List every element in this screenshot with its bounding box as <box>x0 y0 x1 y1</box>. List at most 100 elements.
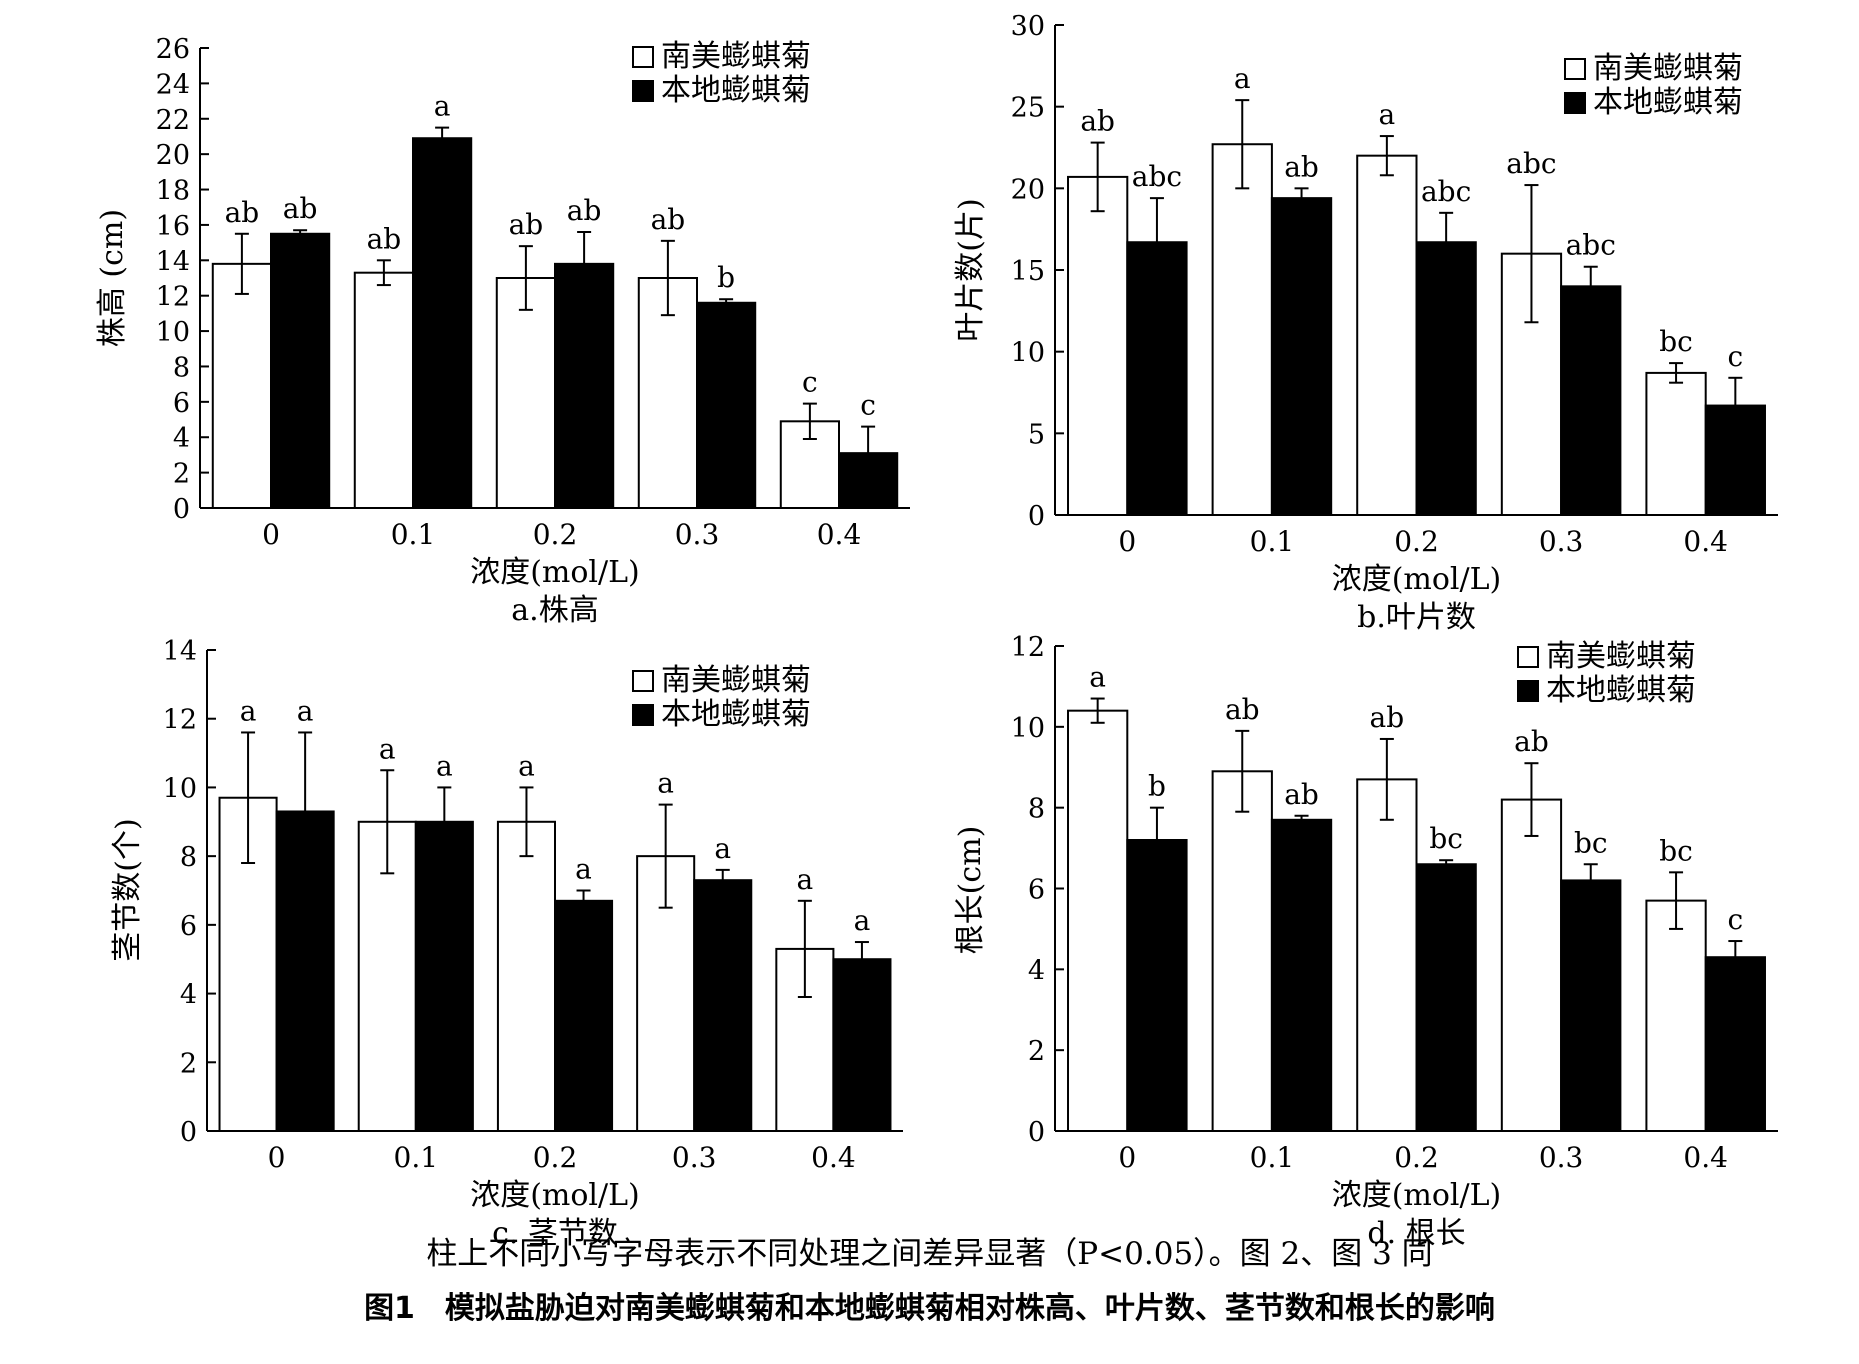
x-tick-label: 0.3 <box>672 1141 717 1174</box>
error-bar <box>293 229 308 239</box>
error-bar <box>1439 859 1454 870</box>
y-tick-label: 0 <box>173 494 190 525</box>
legend-swatch <box>632 80 654 102</box>
error-bar <box>1294 187 1309 209</box>
x-tick-label: 0.4 <box>1683 525 1728 558</box>
figure-title: 图1 模拟盐胁迫对南美蟛蜞菊和本地蟛蜞菊相对株高、叶片数、茎节数和根长的影响 <box>364 1291 1495 1326</box>
y-tick-label: 24 <box>156 69 190 100</box>
legend-swatch <box>1517 680 1539 702</box>
bar-2-0.1 <box>1270 197 1333 516</box>
bar-1-0 <box>211 262 272 509</box>
bar-2-0.1 <box>414 820 474 1132</box>
error-bar <box>234 232 249 295</box>
y-tick-label: 12 <box>156 282 190 313</box>
y-tick-label: 8 <box>1028 794 1045 825</box>
bar-1-0.2 <box>495 277 556 509</box>
bar-2-0.3 <box>1560 285 1622 517</box>
error-bar <box>1235 99 1250 190</box>
legend-swatch <box>632 46 654 68</box>
bar-2-0.1 <box>412 137 473 509</box>
error-bar <box>715 868 730 892</box>
y-axis-label: 根长(cm) <box>953 826 988 955</box>
significance-label: a <box>379 732 396 765</box>
bar-1-0 <box>1067 175 1129 516</box>
significance-label: b <box>717 261 735 294</box>
bar-2-0.2 <box>554 899 614 1132</box>
y-axis-label: 株高 (cm) <box>95 209 130 347</box>
bar-1-0.4 <box>1645 371 1707 516</box>
x-axis-label: 浓度(mol/L) <box>1332 562 1502 597</box>
legend-swatch <box>1564 58 1586 80</box>
significance-label: ab <box>651 203 686 236</box>
legend-label: 本地蟛蜞菊 <box>1546 673 1696 708</box>
significance-label: c <box>1727 903 1743 936</box>
significance-label: a <box>714 832 731 865</box>
x-tick-label: 0.2 <box>533 518 578 551</box>
error-bar <box>376 259 391 287</box>
x-tick-label: 0 <box>1118 1141 1136 1174</box>
significance-label: bc <box>1659 834 1693 867</box>
significance-label: b <box>1148 770 1166 803</box>
error-bar <box>1294 814 1309 825</box>
y-tick-label: 8 <box>180 842 197 873</box>
x-tick-label: 0.3 <box>675 518 720 551</box>
error-bar <box>1728 940 1743 975</box>
y-tick-label: 10 <box>163 773 197 804</box>
y-tick-label: 0 <box>180 1117 197 1148</box>
error-bar <box>1379 135 1394 177</box>
bar-2-0.3 <box>1560 879 1622 1133</box>
error-bar <box>1728 376 1743 435</box>
bar-2-0.1 <box>1270 818 1333 1133</box>
bar-2-0.3 <box>696 301 757 509</box>
x-tick-label: 0.3 <box>1539 525 1584 558</box>
y-tick-label: 22 <box>156 105 190 136</box>
y-tick-label: 14 <box>163 636 197 667</box>
error-bar <box>1669 362 1684 384</box>
legend-label: 南美蟛蜞菊 <box>1546 639 1696 674</box>
y-tick-label: 6 <box>173 388 190 419</box>
bar-1-0.1 <box>1211 143 1273 516</box>
error-bar <box>658 803 673 909</box>
legend-label: 南美蟛蜞菊 <box>661 663 811 698</box>
bar-2-0 <box>1126 241 1188 516</box>
chart-panel-4: 0 2 4 6 8 10 12 0 0.1 0.2 0.3 0.4 a ab ab ab bc b ab bc bc c 南… <box>953 632 1778 1251</box>
significance-label: a <box>797 863 814 896</box>
significance-label: abc <box>1566 229 1616 262</box>
significance-label: ab <box>1514 725 1549 758</box>
bar-1-0.3 <box>1500 798 1563 1132</box>
y-tick-label: 2 <box>1028 1036 1045 1067</box>
x-tick-label: 0.1 <box>1250 525 1295 558</box>
y-tick-label: 5 <box>1028 419 1045 450</box>
bar-2-0 <box>1126 839 1188 1132</box>
caption-note: 柱上不同小写字母表示不同处理之间差异显著（P<0.05）。图 2、图 3 同 <box>426 1236 1433 1272</box>
x-tick-label: 0.1 <box>1250 1141 1295 1174</box>
significance-label: a <box>240 694 257 727</box>
significance-label: a <box>575 853 592 886</box>
significance-label: a <box>436 749 453 782</box>
error-bar <box>1524 762 1539 837</box>
significance-label: ab <box>567 194 602 227</box>
x-tick-label: 0.2 <box>1394 525 1439 558</box>
significance-label: a <box>518 749 535 782</box>
error-bar <box>1439 211 1454 273</box>
error-bar <box>1669 871 1684 930</box>
significance-label: c <box>860 389 876 422</box>
x-tick-label: 0.1 <box>394 1141 439 1174</box>
bar-1-0.1 <box>353 271 414 510</box>
x-axis-label: 浓度(mol/L) <box>1332 1178 1502 1213</box>
y-tick-label: 16 <box>156 211 190 242</box>
chart-caption: b.叶片数 <box>1357 600 1476 635</box>
x-tick-label: 0.1 <box>391 518 436 551</box>
y-tick-label: 6 <box>1028 875 1045 906</box>
x-tick-label: 0 <box>268 1141 286 1174</box>
error-bar <box>1583 265 1598 307</box>
significance-label: a <box>1234 62 1251 95</box>
y-tick-label: 10 <box>1011 713 1045 744</box>
bar-1-0.4 <box>1645 899 1707 1132</box>
y-tick-label: 10 <box>156 317 190 348</box>
bar-1-0.1 <box>1211 770 1273 1133</box>
